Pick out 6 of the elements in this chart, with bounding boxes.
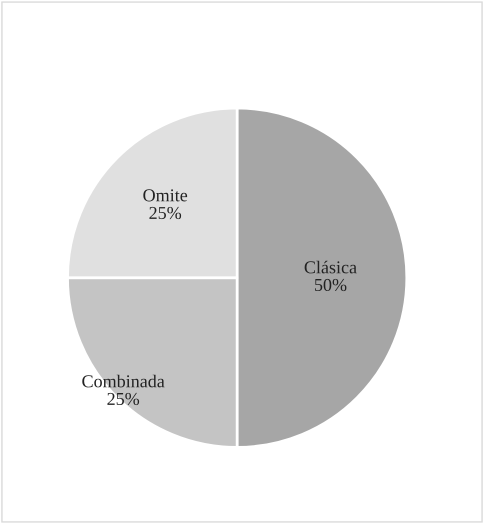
- data-label: 25%: [149, 206, 182, 220]
- slice-label: Omite: [143, 189, 188, 202]
- slice-label: Clásica: [304, 260, 357, 274]
- data-label: 25%: [107, 392, 140, 406]
- slice-label: Combinada: [82, 374, 165, 388]
- data-label: 50%: [314, 278, 346, 292]
